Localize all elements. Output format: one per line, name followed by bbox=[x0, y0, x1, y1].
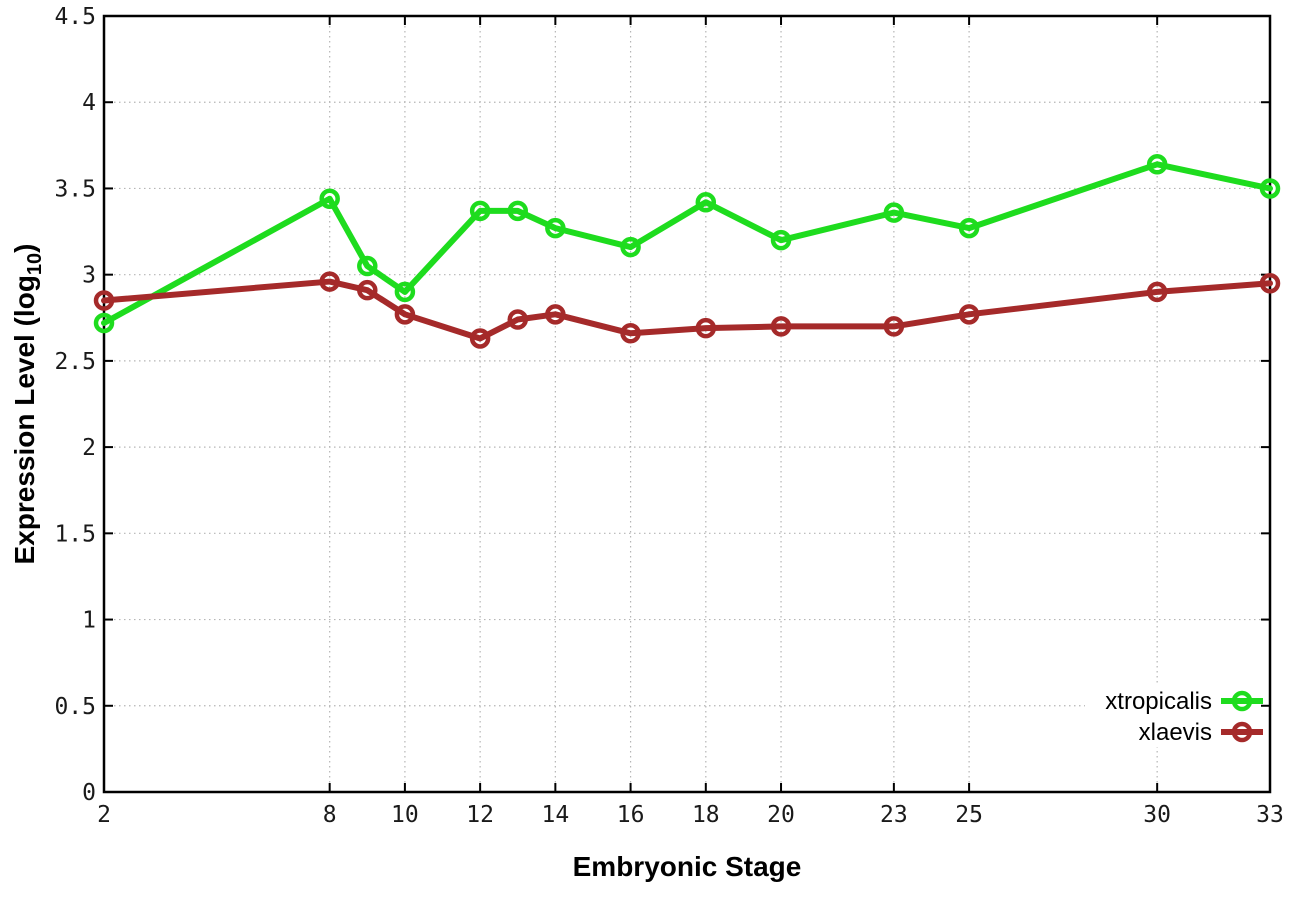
x-axis-label: Embryonic Stage bbox=[573, 851, 802, 882]
grid-layer bbox=[104, 16, 1270, 792]
data-point bbox=[545, 304, 566, 325]
y-axis-label: Expression Level (log10) bbox=[9, 244, 46, 565]
legend-label-xlaevis: xlaevis bbox=[1139, 719, 1212, 746]
x-tick-label: 14 bbox=[542, 802, 570, 828]
data-point bbox=[545, 217, 566, 239]
data-point bbox=[93, 312, 115, 334]
y-tick-label: 0.5 bbox=[54, 694, 96, 720]
data-point bbox=[1259, 178, 1281, 199]
data-point bbox=[1146, 154, 1168, 175]
data-point bbox=[958, 304, 980, 325]
data-point bbox=[394, 281, 416, 303]
x-tick-label: 16 bbox=[617, 802, 645, 828]
series-line-xlaevis bbox=[101, 278, 1273, 342]
x-tick-label: 30 bbox=[1143, 802, 1171, 828]
y-tick-label: 3.5 bbox=[54, 176, 96, 202]
axes-layer: 2 8 10 12 14 16 18 20 23 25 30 33 0 0.5 1 1.5 2 2.5 3 3.5 4 4… bbox=[54, 4, 1283, 828]
plot-border bbox=[102, 14, 1272, 794]
x-tick-label: 18 bbox=[692, 802, 720, 828]
x-tick-label: 2 bbox=[97, 802, 111, 828]
data-point bbox=[883, 316, 905, 337]
data-point bbox=[770, 229, 792, 251]
y-tick-label: 1.5 bbox=[54, 521, 96, 547]
data-point bbox=[695, 317, 717, 339]
data-point bbox=[958, 217, 980, 239]
data-point bbox=[319, 271, 340, 292]
legend-marker-xlaevis bbox=[1231, 721, 1253, 743]
legend-entry-xlaevis: xlaevis bbox=[1139, 719, 1263, 746]
legend-entry-xtropicalis: xtropicalis bbox=[1105, 688, 1263, 715]
x-tick-label: 12 bbox=[466, 802, 494, 828]
data-point bbox=[1146, 281, 1168, 303]
x-tick-label: 25 bbox=[955, 802, 983, 828]
legend-marker-xtropicalis bbox=[1231, 690, 1253, 712]
x-tick-label: 23 bbox=[880, 802, 908, 828]
y-tick-label: 3 bbox=[82, 263, 96, 289]
legend: xtropicalis xlaevis bbox=[1085, 684, 1269, 747]
data-point bbox=[507, 309, 528, 330]
data-point bbox=[357, 279, 378, 301]
y-tick-label: 4 bbox=[82, 90, 96, 116]
y-tick-label: 2.5 bbox=[54, 349, 96, 375]
series-points-xtropicalis bbox=[93, 154, 1281, 334]
legend-label-xtropicalis: xtropicalis bbox=[1105, 688, 1212, 715]
data-point bbox=[507, 200, 528, 222]
data-point bbox=[695, 191, 717, 213]
y-tick-label: 0 bbox=[82, 780, 96, 806]
data-point bbox=[357, 255, 378, 277]
data-point bbox=[469, 328, 491, 349]
data-point bbox=[319, 188, 340, 210]
y-tick-label: 2 bbox=[82, 435, 96, 461]
data-point bbox=[93, 290, 115, 311]
data-point bbox=[883, 202, 905, 223]
series-layer bbox=[93, 154, 1281, 349]
data-point bbox=[1259, 273, 1281, 294]
y-tick-label: 1 bbox=[82, 608, 96, 634]
data-point bbox=[469, 200, 491, 222]
data-point bbox=[620, 236, 641, 258]
x-tick-label: 10 bbox=[391, 802, 419, 828]
data-point bbox=[620, 323, 641, 344]
x-tick-label: 8 bbox=[323, 802, 337, 828]
x-tick-label: 20 bbox=[767, 802, 795, 828]
data-point bbox=[770, 316, 792, 337]
data-point bbox=[394, 304, 416, 325]
x-tick-label: 33 bbox=[1256, 802, 1284, 828]
y-tick-label: 4.5 bbox=[54, 4, 96, 30]
series-points-xlaevis bbox=[93, 271, 1281, 349]
